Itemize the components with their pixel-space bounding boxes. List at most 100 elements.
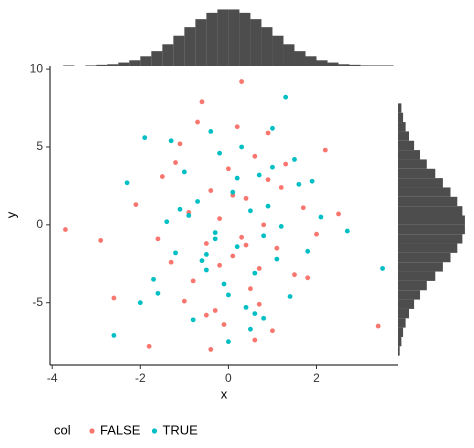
scatter-point: [239, 79, 245, 84]
scatter-point: [199, 258, 205, 264]
histogram-bar: [338, 64, 350, 66]
scatter-point: [186, 213, 192, 218]
histogram-bar: [272, 35, 284, 66]
scatter-point: [239, 234, 245, 240]
scatter-point: [230, 189, 236, 195]
scatter-point: [270, 125, 275, 131]
y-axis-label: y: [3, 211, 18, 218]
histogram-bar: [398, 122, 406, 132]
histogram-bar: [228, 9, 240, 66]
histogram-bar: [398, 150, 421, 160]
scatter-point: [190, 278, 196, 284]
scatter-point: [252, 311, 258, 317]
scatter-point: [243, 242, 249, 248]
histogram-bar: [173, 35, 185, 66]
histogram-bar: [398, 215, 465, 225]
histogram-bar: [162, 44, 174, 66]
scatter-point: [252, 153, 258, 159]
scatter-point: [168, 259, 174, 265]
legend-label: TRUE: [162, 422, 198, 437]
scatter-point: [292, 157, 297, 162]
scatter-point: [164, 219, 170, 225]
x-tick-label: 0: [225, 371, 232, 385]
scatter-point: [217, 150, 222, 156]
histogram-bar: [398, 140, 415, 151]
histogram-bar: [360, 65, 372, 66]
histogram-bar: [398, 159, 427, 169]
scatter-point: [305, 248, 311, 254]
y-tick-label: -5: [32, 295, 43, 309]
histogram-bar: [398, 206, 463, 216]
scatter-point: [173, 250, 178, 256]
scatter-point: [199, 99, 205, 105]
scatter-point: [248, 208, 253, 214]
histogram-bar: [398, 243, 458, 253]
scatter-point: [252, 337, 258, 343]
y-tick-label: 10: [30, 61, 44, 75]
scatter-point: [203, 241, 209, 246]
scatter-point: [278, 224, 284, 229]
x-tick-label: -4: [47, 371, 58, 385]
scatter-point: [248, 286, 253, 292]
scatter-point: [155, 290, 161, 296]
scatter-point: [309, 178, 315, 184]
scatter-point: [173, 160, 178, 165]
scatter-point: [203, 252, 209, 257]
scatter-point: [248, 326, 253, 332]
scatter-point: [274, 245, 280, 251]
histogram-bar: [398, 262, 443, 272]
scatter-point: [265, 203, 271, 209]
scatter-point: [98, 238, 104, 243]
scatter-point: [195, 119, 200, 125]
histogram-bar: [151, 51, 163, 66]
scatter-point: [344, 228, 350, 234]
x-axis-label: x: [221, 386, 228, 401]
scatter-point: [234, 244, 240, 250]
histogram-bar: [398, 318, 406, 328]
histogram-bar: [250, 19, 262, 66]
histogram-bar: [398, 336, 402, 347]
scatter-point: [221, 281, 227, 287]
scatter-point: [243, 304, 249, 310]
scatter-point: [181, 298, 187, 304]
legend-label: FALSE: [100, 422, 141, 437]
histogram-bar: [195, 19, 207, 66]
scatter-point: [226, 166, 231, 172]
scatter-point: [217, 216, 222, 222]
histogram-bar: [398, 346, 400, 356]
histogram-bar: [398, 187, 451, 197]
histogram-bar: [398, 271, 436, 281]
scatter-point: [208, 188, 214, 193]
histogram-bar: [382, 65, 394, 66]
histogram-bar: [184, 27, 196, 66]
histogram-bar: [398, 280, 427, 291]
scatter-point: [274, 256, 280, 262]
histogram-bar: [349, 64, 361, 66]
histogram-bar: [261, 27, 273, 66]
scatter-point: [111, 333, 117, 338]
scatter-point: [256, 301, 262, 307]
histogram-bar: [327, 62, 339, 66]
histogram-bar: [316, 60, 328, 66]
scatter-point: [256, 172, 262, 178]
histogram-bar: [398, 224, 465, 235]
scatter-point: [375, 323, 381, 329]
legend-title: col: [54, 422, 71, 437]
histogram-bar: [85, 65, 97, 66]
scatter-point: [243, 195, 249, 201]
scatter-point: [322, 147, 328, 153]
histogram-bar: [398, 234, 463, 244]
histogram-bar: [398, 327, 404, 337]
scatter-point: [314, 231, 319, 237]
scatter-point: [203, 267, 209, 273]
scatter-point: [283, 94, 289, 100]
histogram-bar: [398, 103, 402, 113]
histogram-bar: [63, 65, 75, 66]
histogram-bar: [398, 290, 421, 300]
x-tick-label: -2: [135, 371, 146, 385]
histogram-bar: [398, 112, 404, 123]
scatter-point: [190, 317, 196, 323]
scatter-point: [168, 138, 174, 144]
histogram-bar: [140, 56, 152, 66]
